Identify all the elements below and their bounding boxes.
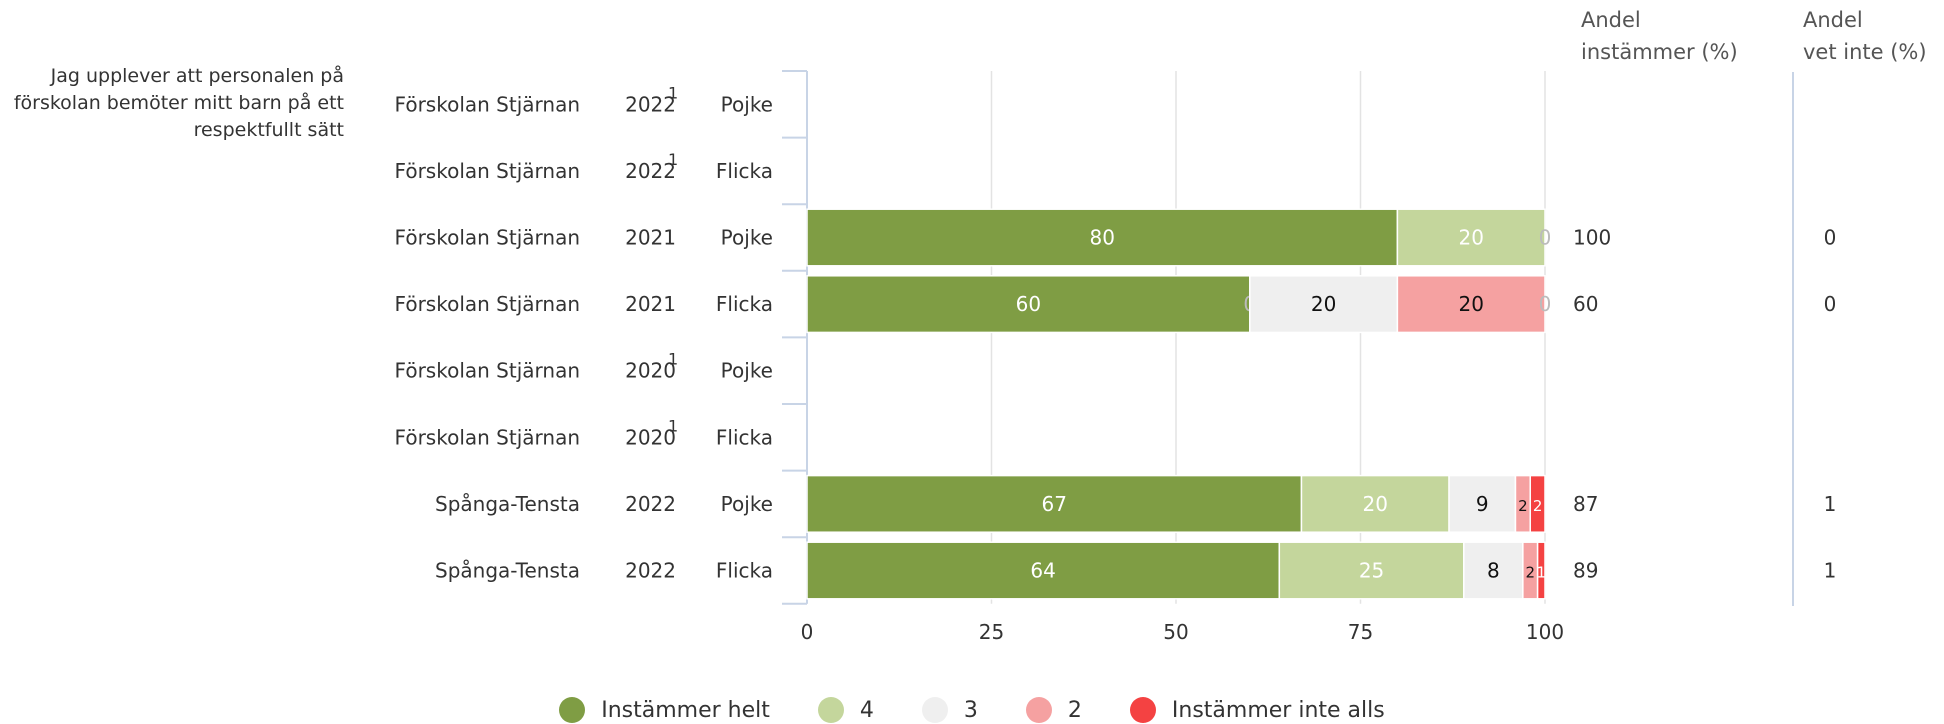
- row-unit-label: Förskolan Stjärnan: [395, 359, 580, 383]
- bar-segment-instämmer-helt: [806, 208, 1399, 267]
- row-gender-label: Flicka: [716, 559, 773, 583]
- row-year-label: 2022: [625, 559, 676, 583]
- andel-vet-inte-value: 1: [1824, 492, 1837, 516]
- row-unit-label: Förskolan Stjärnan: [395, 159, 580, 183]
- row-footnote-marker: 1: [668, 83, 678, 102]
- x-tick-label-75: 75: [1348, 620, 1373, 644]
- data-label-2: 2: [1525, 564, 1535, 582]
- andel-vet-inte-value: 0: [1824, 226, 1837, 250]
- legend-label-instammer-inte-alls: Instämmer inte alls: [1171, 697, 1385, 723]
- row-gender-label: Pojke: [721, 359, 773, 383]
- row-footnote-marker: 1: [668, 416, 678, 435]
- data-label-3: 20: [1311, 292, 1336, 316]
- bar-segment-3: [1249, 275, 1399, 334]
- row-unit-label: Spånga-Tensta: [435, 492, 580, 516]
- row-unit-label: Spånga-Tensta: [435, 559, 580, 583]
- header-andel-instammer-line1: Andel: [1581, 8, 1641, 32]
- row-year-label: 2021: [625, 226, 676, 250]
- data-label-3: 8: [1487, 559, 1500, 583]
- legend-swatch-instammer-inte-alls: [1129, 697, 1156, 723]
- x-tick-label-25: 25: [979, 620, 1004, 644]
- question-text: Jag upplever att personalen på förskolan…: [13, 65, 344, 141]
- header-andel-vet-inte-line2: vet inte (%): [1803, 40, 1927, 64]
- row-unit-label: Förskolan Stjärnan: [395, 226, 580, 250]
- header-andel-vet-inte: Andel vet inte (%): [1803, 4, 1927, 68]
- row-unit-label: Förskolan Stjärnan: [395, 425, 580, 449]
- andel-instammer-value: 60: [1573, 292, 1598, 316]
- row-unit-label: Förskolan Stjärnan: [395, 292, 580, 316]
- bar-segment-instämmer-helt: [806, 275, 1251, 334]
- legend-swatch-2: [1025, 697, 1052, 723]
- header-andel-vet-inte-line1: Andel: [1803, 8, 1863, 32]
- data-label-3: 0: [1539, 226, 1552, 250]
- data-label-instämmer-inte-alls: 2: [1533, 497, 1543, 515]
- legend-label-3: 3: [963, 697, 978, 723]
- bar-segment-4: [1278, 541, 1465, 600]
- x-tick-label-100: 100: [1526, 620, 1564, 644]
- data-label-instämmer-inte-alls: 0: [1539, 292, 1552, 316]
- legend-label-instammer-helt: Instämmer helt: [601, 697, 770, 723]
- legend-item-2[interactable]: 2: [1025, 697, 1082, 723]
- row-gender-label: Pojke: [721, 492, 773, 516]
- bar-segment-instämmer-helt: [806, 474, 1303, 533]
- row-gender-label: Flicka: [716, 425, 773, 449]
- data-label-4: 20: [1458, 226, 1483, 250]
- row-year-label: 2022: [625, 159, 676, 183]
- andel-instammer-value: 89: [1573, 559, 1598, 583]
- andel-instammer-value: 100: [1573, 226, 1611, 250]
- row-year-label: 2022: [625, 492, 676, 516]
- legend-item-3[interactable]: 3: [921, 697, 978, 723]
- legend-item-instammer-helt[interactable]: Instämmer helt: [559, 697, 770, 723]
- row-year-label: 2020: [625, 359, 676, 383]
- row-footnote-marker: 1: [668, 350, 678, 369]
- data-label-instämmer-helt: 80: [1089, 226, 1114, 250]
- row-unit-label: Förskolan Stjärnan: [395, 92, 580, 116]
- header-andel-instammer: Andel instämmer (%): [1581, 4, 1738, 68]
- bar-segment-4: [1396, 208, 1546, 267]
- bar-segment-instämmer-inte-alls: [1529, 474, 1546, 533]
- legend-item-instammer-inte-alls[interactable]: Instämmer inte alls: [1129, 697, 1385, 723]
- bar-segment-instämmer-inte-alls: [1536, 541, 1546, 600]
- data-label-instämmer-helt: 67: [1042, 492, 1067, 516]
- legend-label-4: 4: [859, 697, 874, 723]
- legend-swatch-4: [817, 697, 844, 723]
- row-footnote-marker: 1: [668, 150, 678, 169]
- andel-vet-inte-value: 1: [1824, 559, 1837, 583]
- legend-label-2: 2: [1067, 697, 1082, 723]
- header-andel-instammer-line2: instämmer (%): [1581, 40, 1738, 64]
- data-label-instämmer-helt: 60: [1016, 292, 1041, 316]
- bar-segment-2: [1396, 275, 1546, 334]
- row-gender-label: Pojke: [721, 226, 773, 250]
- row-gender-label: Pojke: [721, 92, 773, 116]
- row-year-label: 2021: [625, 292, 676, 316]
- x-tick-label-0: 0: [801, 620, 814, 644]
- andel-vet-inte-value: 0: [1824, 292, 1837, 316]
- data-label-instämmer-helt: 64: [1030, 559, 1055, 583]
- bar-segment-4: [1300, 474, 1450, 533]
- row-year-label: 2020: [625, 425, 676, 449]
- legend-swatch-instammer-helt: [559, 697, 586, 723]
- data-label-instämmer-inte-alls: 1: [1537, 564, 1547, 582]
- andel-instammer-value: 87: [1573, 492, 1598, 516]
- bar-segment-3: [1463, 541, 1524, 600]
- data-label-4: 25: [1359, 559, 1384, 583]
- row-gender-label: Flicka: [716, 159, 773, 183]
- legend-item-4[interactable]: 4: [817, 697, 874, 723]
- bar-segment-3: [1448, 474, 1517, 533]
- legend-swatch-3: [921, 697, 948, 723]
- row-gender-label: Flicka: [716, 292, 773, 316]
- data-label-4: 20: [1363, 492, 1388, 516]
- bar-segment-instämmer-helt: [806, 541, 1281, 600]
- data-label-2: 2: [1518, 497, 1528, 515]
- chart-legend: Instämmer helt 4 3 2 Instämmer inte alls: [0, 696, 1944, 724]
- x-tick-label-50: 50: [1163, 620, 1188, 644]
- row-year-label: 2022: [625, 92, 676, 116]
- data-label-3: 9: [1476, 492, 1489, 516]
- data-label-2: 20: [1458, 292, 1483, 316]
